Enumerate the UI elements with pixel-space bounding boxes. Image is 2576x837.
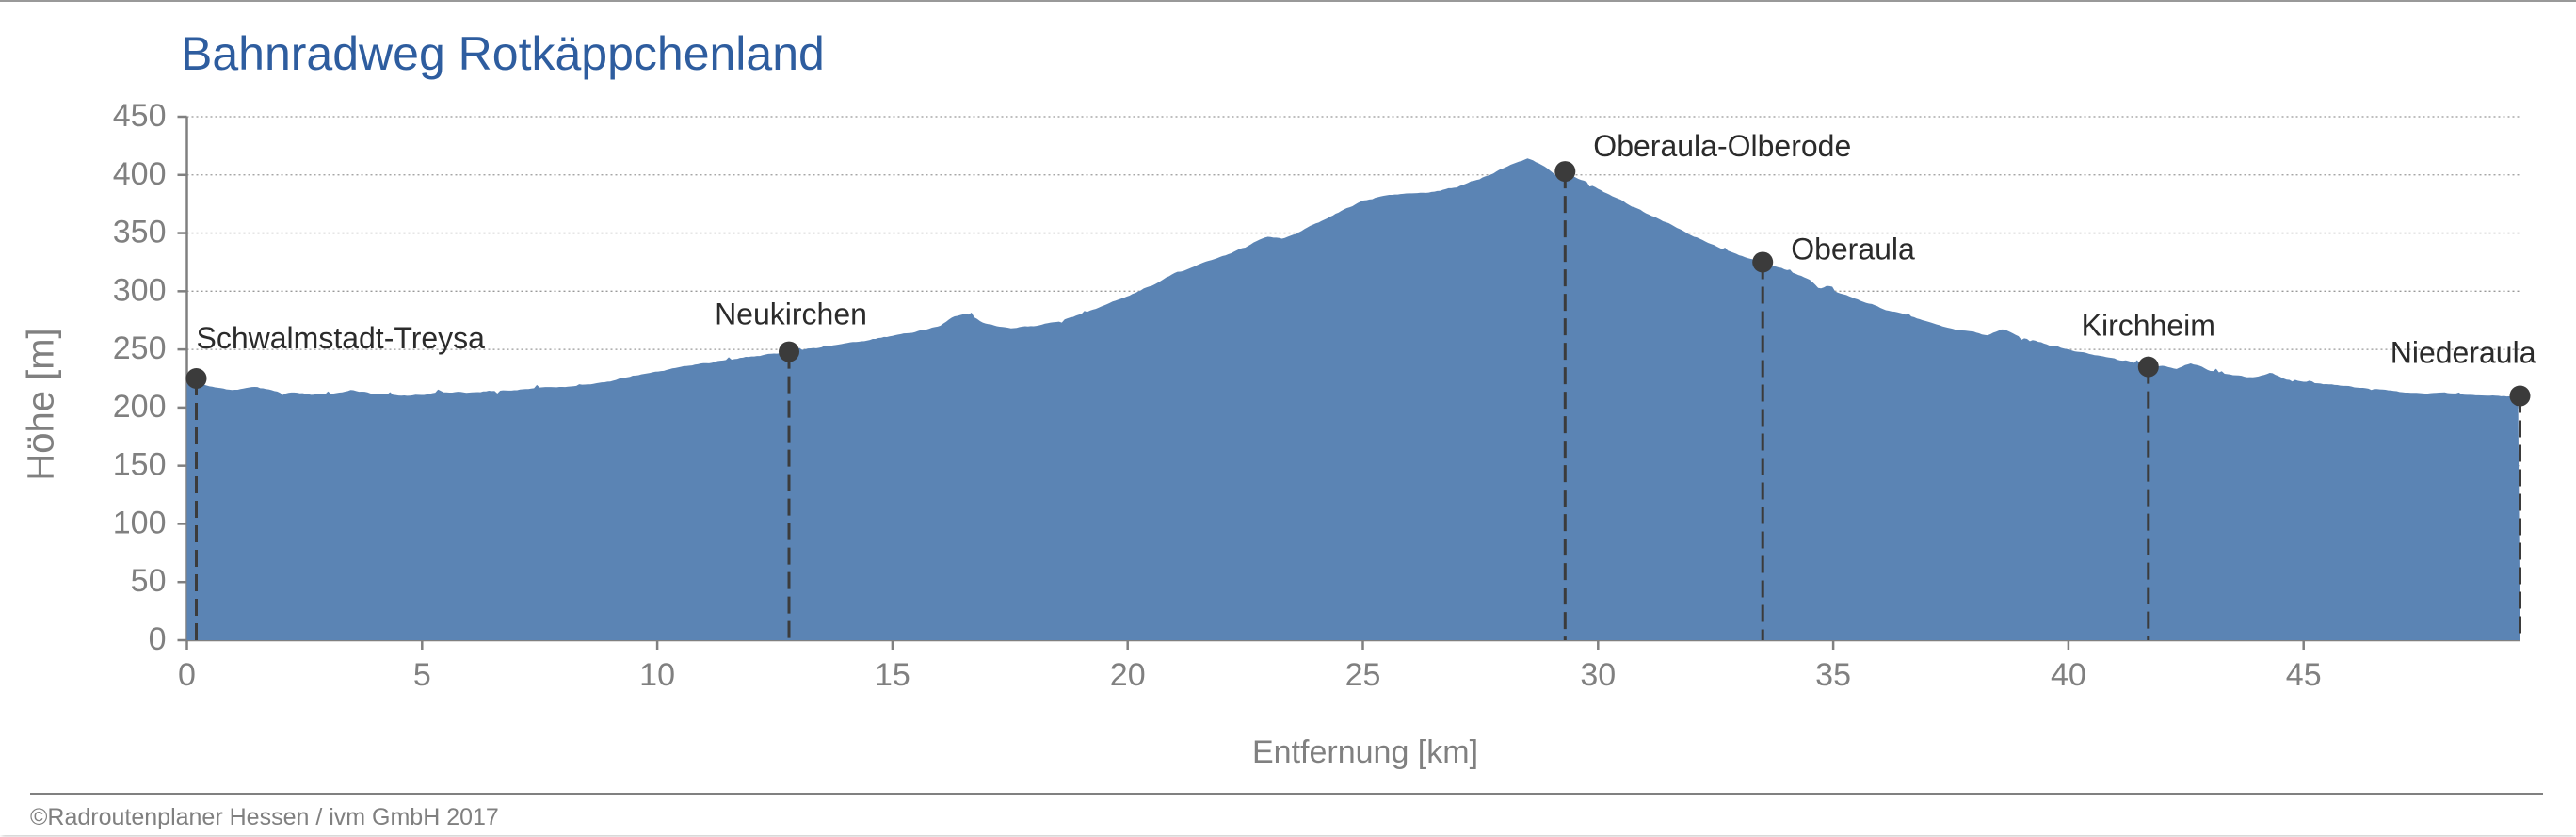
svg-text:400: 400: [113, 156, 167, 192]
svg-text:Oberaula-Olberode: Oberaula-Olberode: [1593, 129, 1851, 163]
svg-text:Niederaula: Niederaula: [2391, 336, 2536, 370]
svg-text:Kirchheim: Kirchheim: [2082, 309, 2215, 343]
svg-text:25: 25: [1345, 657, 1381, 693]
svg-text:300: 300: [113, 272, 167, 308]
svg-text:40: 40: [2051, 657, 2086, 693]
svg-text:250: 250: [113, 330, 167, 366]
svg-text:0: 0: [178, 657, 196, 693]
svg-text:150: 150: [113, 447, 167, 483]
svg-text:35: 35: [1815, 657, 1851, 693]
svg-text:15: 15: [875, 657, 910, 693]
svg-text:5: 5: [413, 657, 431, 693]
svg-text:10: 10: [639, 657, 675, 693]
svg-text:50: 50: [131, 563, 167, 599]
svg-text:100: 100: [113, 505, 167, 540]
svg-text:20: 20: [1110, 657, 1146, 693]
svg-text:45: 45: [2286, 657, 2322, 693]
svg-text:Oberaula: Oberaula: [1791, 232, 1915, 266]
svg-text:Schwalmstadt-Treysa: Schwalmstadt-Treysa: [197, 321, 486, 355]
svg-text:450: 450: [113, 98, 167, 134]
svg-text:30: 30: [1580, 657, 1616, 693]
svg-text:350: 350: [113, 215, 167, 250]
svg-text:200: 200: [113, 389, 167, 425]
svg-text:0: 0: [149, 621, 167, 657]
svg-text:Neukirchen: Neukirchen: [715, 298, 867, 331]
